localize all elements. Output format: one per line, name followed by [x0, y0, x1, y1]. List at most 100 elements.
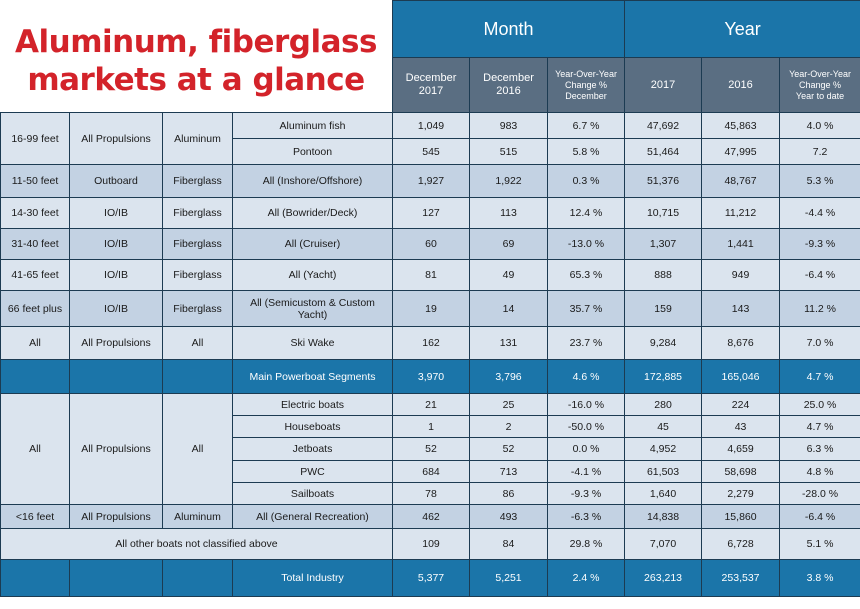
size-cell: 41-65 feet — [0, 259, 70, 291]
total-row: Total Industry 5,377 5,251 2.4 % 263,213… — [0, 559, 860, 597]
value-cell: 52 — [469, 437, 548, 461]
value-cell: 0.3 % — [546, 164, 626, 198]
segment-cell: Sailboats — [232, 482, 393, 505]
segment-cell: Total Industry — [232, 559, 393, 597]
size-cell: 31-40 feet — [0, 228, 70, 260]
value-cell: 12.4 % — [546, 197, 626, 229]
propulsion-cell: All Propulsions — [69, 112, 163, 165]
value-cell: 51,376 — [624, 164, 703, 198]
value-cell: 462 — [392, 504, 470, 529]
propulsion-cell: Outboard — [69, 164, 163, 198]
value-cell: 1,049 — [392, 112, 470, 139]
month-header: Month — [391, 0, 626, 58]
value-cell: 4.8 % — [779, 460, 860, 483]
value-cell: 263,213 — [624, 559, 703, 597]
value-cell: 888 — [624, 259, 703, 291]
value-cell: 47,995 — [701, 138, 781, 165]
value-cell: 172,885 — [624, 359, 703, 394]
value-cell: 493 — [469, 504, 548, 529]
segment-cell: All (Yacht) — [232, 259, 393, 291]
value-cell: 7,070 — [624, 528, 703, 560]
material-cell: Fiberglass — [162, 197, 233, 229]
value-cell: 4.7 % — [779, 415, 860, 438]
segment-cell: Jetboats — [232, 437, 393, 461]
table-row: 41-65 feet IO/IB Fiberglass All (Yacht) … — [0, 259, 860, 291]
segment-cell: Pontoon — [232, 138, 393, 165]
value-cell: 5.3 % — [779, 164, 860, 198]
col-header-2016: 2016 — [701, 57, 781, 113]
value-cell: 47,692 — [624, 112, 703, 139]
value-cell: 113 — [469, 197, 548, 229]
value-cell: 3.8 % — [779, 559, 860, 597]
value-cell: -50.0 % — [546, 415, 626, 438]
value-cell: 23.7 % — [546, 326, 626, 360]
segment-cell: All (Bowrider/Deck) — [232, 197, 393, 229]
segment-cell: All (Inshore/Offshore) — [232, 164, 393, 198]
value-cell: 165,046 — [701, 359, 781, 394]
propulsion-cell: IO/IB — [69, 259, 163, 291]
value-cell: 4,952 — [624, 437, 703, 461]
value-cell: 713 — [469, 460, 548, 483]
value-cell: 11.2 % — [779, 290, 860, 327]
value-cell: 4,659 — [701, 437, 781, 461]
table-row: <16 feet All Propulsions Aluminum All (G… — [0, 504, 860, 529]
value-cell: 5,251 — [469, 559, 548, 597]
value-cell: 21 — [392, 393, 470, 416]
value-cell: 65.3 % — [546, 259, 626, 291]
value-cell: 45 — [624, 415, 703, 438]
value-cell: 6.7 % — [546, 112, 626, 139]
value-cell: 35.7 % — [546, 290, 626, 327]
col-header-2017: 2017 — [624, 57, 703, 113]
value-cell: -13.0 % — [546, 228, 626, 260]
value-cell: 131 — [469, 326, 548, 360]
value-cell: 1,307 — [624, 228, 703, 260]
table-row: 11-50 feet Outboard Fiberglass All (Insh… — [0, 164, 860, 198]
value-cell: 983 — [469, 112, 548, 139]
table-row: All All Propulsions All Ski Wake 162 131… — [0, 326, 860, 360]
value-cell: 280 — [624, 393, 703, 416]
table-row: All other boats not classified above 109… — [0, 528, 860, 560]
value-cell: 1,927 — [392, 164, 470, 198]
value-cell: 52 — [392, 437, 470, 461]
value-cell: 143 — [701, 290, 781, 327]
material-cell: Aluminum — [162, 504, 233, 529]
table-row: Sailboats 78 86 -9.3 % 1,640 2,279 -28.0… — [1, 482, 860, 505]
table-row: 16-99 feet All Propulsions Aluminum Alum… — [0, 112, 860, 165]
value-cell: 2,279 — [701, 482, 781, 505]
value-cell: 3,796 — [469, 359, 548, 394]
col-header-yoy-ytd: Year-Over-Year Change % Year to date — [779, 57, 860, 113]
table-row: Jetboats 52 52 0.0 % 4,952 4,659 6.3 % — [1, 437, 860, 461]
value-cell: 1,922 — [469, 164, 548, 198]
value-cell: 81 — [392, 259, 470, 291]
segment-cell: All (General Recreation) — [232, 504, 393, 529]
value-cell: 127 — [392, 197, 470, 229]
value-cell: 159 — [624, 290, 703, 327]
value-cell: -6.4 % — [779, 504, 860, 529]
propulsion-cell: All Propulsions — [69, 504, 163, 529]
value-cell: 6,728 — [701, 528, 781, 560]
value-cell: 51,464 — [624, 138, 703, 165]
value-cell: 69 — [469, 228, 548, 260]
value-cell: -4.1 % — [546, 460, 626, 483]
value-cell: 60 — [392, 228, 470, 260]
value-cell: -9.3 % — [779, 228, 860, 260]
value-cell: 7.0 % — [779, 326, 860, 360]
material-cell: Fiberglass — [162, 164, 233, 198]
value-cell: 2.4 % — [546, 559, 626, 597]
size-cell: All — [0, 393, 70, 505]
value-cell: 9,284 — [624, 326, 703, 360]
size-cell: <16 feet — [0, 504, 70, 529]
value-cell: 5.8 % — [546, 138, 626, 165]
value-cell: 3,970 — [392, 359, 470, 394]
table-row: 66 feet plus IO/IB Fiberglass All (Semic… — [0, 290, 860, 327]
material-cell: All — [162, 326, 233, 360]
value-cell: 49 — [469, 259, 548, 291]
page-title: Aluminum, fiberglass markets at a glance — [0, 0, 392, 122]
value-cell: 86 — [469, 482, 548, 505]
title-line-2: markets at a glance — [27, 62, 365, 98]
value-cell: 10,715 — [624, 197, 703, 229]
segment-cell: Main Powerboat Segments — [232, 359, 393, 394]
table-row: 31-40 feet IO/IB Fiberglass All (Cruiser… — [0, 228, 860, 260]
value-cell: 15,860 — [701, 504, 781, 529]
segment-cell: Aluminum fish — [232, 112, 393, 139]
